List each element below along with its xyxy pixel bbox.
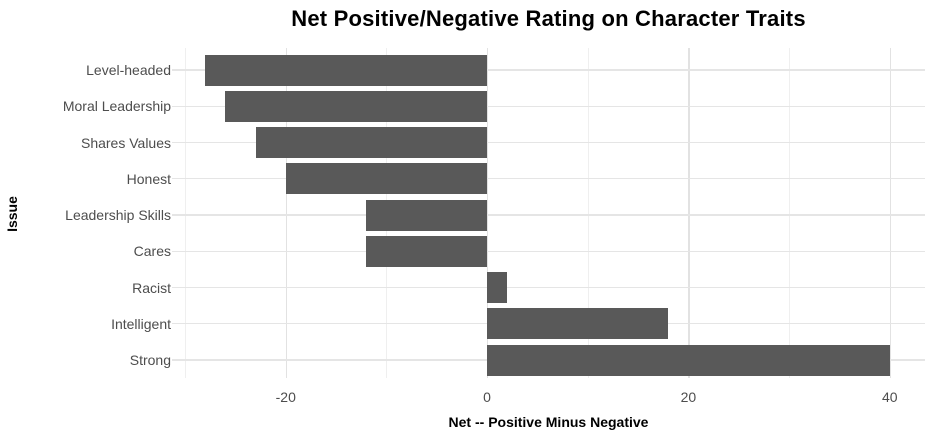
x-tick-label: 20: [680, 389, 697, 405]
x-tick-label: -20: [275, 389, 296, 405]
y-tick-label: Honest: [126, 170, 171, 187]
y-major-gridline: [172, 286, 925, 289]
bar-intelligent: [487, 308, 669, 340]
y-major-gridline: [172, 214, 925, 216]
x-minor-gridline: [789, 48, 791, 378]
y-tick-label: Cares: [133, 243, 171, 260]
y-tick-label: Intelligent: [111, 315, 171, 332]
chart-title: Net Positive/Negative Rating on Characte…: [291, 6, 806, 31]
y-major-gridline: [172, 250, 925, 252]
y-major-gridline: [172, 105, 925, 107]
bar-level-headed: [205, 54, 488, 86]
y-tick-label: Shares Values: [80, 134, 171, 151]
y-major-gridline: [172, 69, 925, 71]
y-tick-label: Racist: [132, 279, 171, 296]
y-major-gridline: [172, 141, 925, 144]
bar-leadership-skills: [366, 199, 488, 231]
y-tick-label: Strong: [129, 352, 171, 368]
bar-honest: [285, 163, 488, 195]
x-tick-label: 40: [881, 389, 898, 405]
bar-shares-values: [255, 127, 488, 158]
x-major-gridline: [487, 48, 489, 378]
x-minor-gridline: [185, 48, 187, 378]
x-axis-title: Net -- Positive Minus Negative: [448, 414, 649, 430]
plot-panel: [172, 48, 925, 378]
x-minor-gridline: [587, 48, 589, 378]
bar-strong: [487, 344, 890, 376]
bar-moral-leadership: [225, 90, 488, 122]
y-tick-label: Leadership Skills: [65, 207, 171, 223]
x-major-gridline: [688, 48, 690, 378]
bar-racist: [487, 272, 508, 303]
y-major-gridline: [172, 178, 925, 180]
x-major-gridline: [285, 48, 288, 378]
x-major-gridline: [889, 48, 892, 378]
y-tick-label: Moral Leadership: [62, 98, 171, 115]
x-tick-label: 0: [483, 389, 491, 405]
y-tick-label: Level-headed: [86, 62, 171, 78]
bar-cares: [366, 235, 488, 267]
